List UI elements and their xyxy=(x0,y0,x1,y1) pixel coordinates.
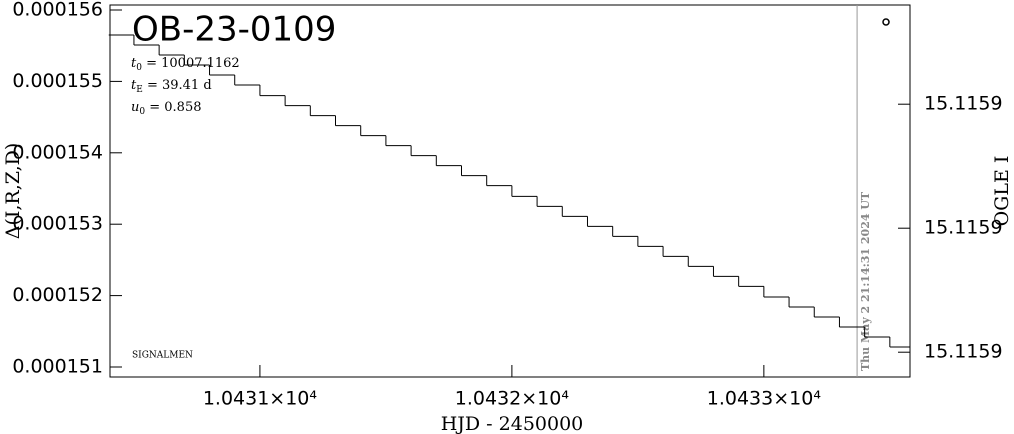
timestamp: Thu May 2 21:14:31 2024 UT xyxy=(859,191,872,371)
param-value: = 39.41 d xyxy=(143,78,212,93)
param-sub: 0 xyxy=(139,107,145,117)
y-tick-label: 0.000155 xyxy=(12,70,103,92)
y-tick-label: 0.000153 xyxy=(12,213,103,235)
parameter: u0 = 0.858 xyxy=(131,100,201,117)
param-value: = 10007.1162 xyxy=(142,56,240,71)
y-tick-label: 0.000151 xyxy=(12,356,103,378)
y2-tick-label: 15.1159 xyxy=(924,341,1003,363)
param-symbol: u xyxy=(131,100,139,115)
parameter: t0 = 10007.1162 xyxy=(131,56,240,73)
x-tick-label: 1.0431×10⁴ xyxy=(203,388,318,410)
y2-tick-label: 15.1159 xyxy=(924,93,1003,115)
param-symbol: t xyxy=(131,56,137,71)
param-sub: 0 xyxy=(136,63,142,73)
y-axis-title: Δ(I,R,Z,D) xyxy=(2,143,24,240)
y-tick-label: 0.000152 xyxy=(12,284,103,306)
param-symbol: t xyxy=(131,78,137,93)
footer: SIGNALMEN xyxy=(132,351,193,361)
y2-tick-label: 15.1159 xyxy=(924,217,1003,239)
x-tick-label: 1.0433×10⁴ xyxy=(707,388,822,410)
y-tick-label: 0.000156 xyxy=(12,0,103,20)
x-tick-label: 1.0432×10⁴ xyxy=(455,388,570,410)
y2-axis-title: OGLE I xyxy=(991,156,1013,227)
param-sub: E xyxy=(136,85,143,95)
y-tick-label: 0.000154 xyxy=(12,141,103,163)
param-value: = 0.858 xyxy=(145,100,201,115)
chart-title: OB-23-0109 xyxy=(132,10,336,50)
plot-frame xyxy=(109,4,911,378)
marker-icon xyxy=(882,18,890,26)
x-axis-title: HJD - 2450000 xyxy=(441,413,584,434)
parameter: tE = 39.41 d xyxy=(131,78,212,95)
